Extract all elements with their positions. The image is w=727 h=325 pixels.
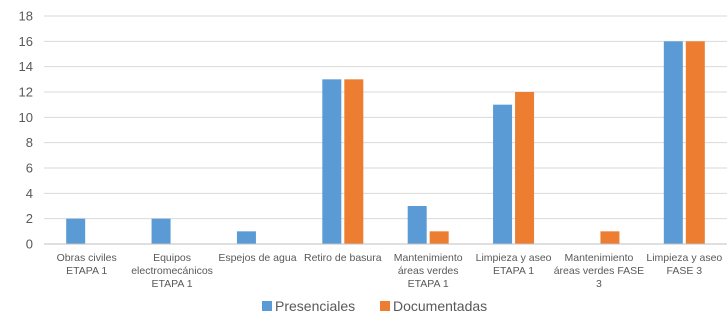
y-tick-label: 14 [19, 59, 33, 74]
bar-documentadas [685, 41, 705, 245]
legend-swatch [262, 301, 272, 311]
gridlines [44, 15, 727, 220]
bar-documentadas [600, 231, 620, 244]
category-label: Mantenimiento áreas verdes ETAPA 1 [394, 252, 463, 290]
y-tick-label: 18 [19, 9, 33, 24]
y-tick-label: 10 [19, 110, 33, 125]
bar-presenciales [322, 79, 342, 244]
category-label: Mantenimiento áreas verdes FASE 3 [554, 252, 644, 290]
y-tick-label: 16 [19, 34, 33, 49]
y-tick-label: 12 [19, 85, 33, 100]
category-label: Equipos electromecánicos ETAPA 1 [131, 252, 213, 290]
bar-presenciales [663, 41, 683, 245]
bar-documentadas [429, 231, 449, 244]
category-label: Espejos de agua [218, 252, 296, 264]
y-tick-label: 4 [26, 186, 33, 201]
legend-label: Documentadas [393, 298, 487, 314]
category-label: Retiro de basura [304, 252, 382, 264]
bar-presenciales [66, 218, 86, 244]
bar-documentadas [344, 79, 364, 244]
category-label: Limpieza y aseo FASE 3 [646, 252, 722, 277]
y-tick-label: 8 [26, 135, 33, 150]
bar-documentadas [515, 92, 535, 244]
y-tick-label: 2 [26, 211, 33, 226]
category-labels: Obras civiles ETAPA 1 Equipos electromecáni… [57, 252, 723, 290]
legend-swatch [380, 301, 390, 311]
legend-label: Presenciales [275, 298, 355, 314]
y-axis-ticks: 0 2 4 6 8 10 12 14 16 18 [19, 9, 33, 252]
bar-presenciales [236, 231, 256, 244]
bar-presenciales [407, 206, 427, 244]
y-tick-label: 0 [26, 237, 33, 252]
bar-presenciales [493, 104, 513, 245]
y-tick-label: 6 [26, 161, 33, 176]
bars [66, 41, 705, 245]
legend: Presenciales Documentadas [262, 298, 487, 314]
category-label: Obras civiles ETAPA 1 [57, 252, 117, 277]
bar-presenciales [151, 218, 171, 244]
category-label: Limpieza y aseo ETAPA 1 [476, 252, 552, 277]
